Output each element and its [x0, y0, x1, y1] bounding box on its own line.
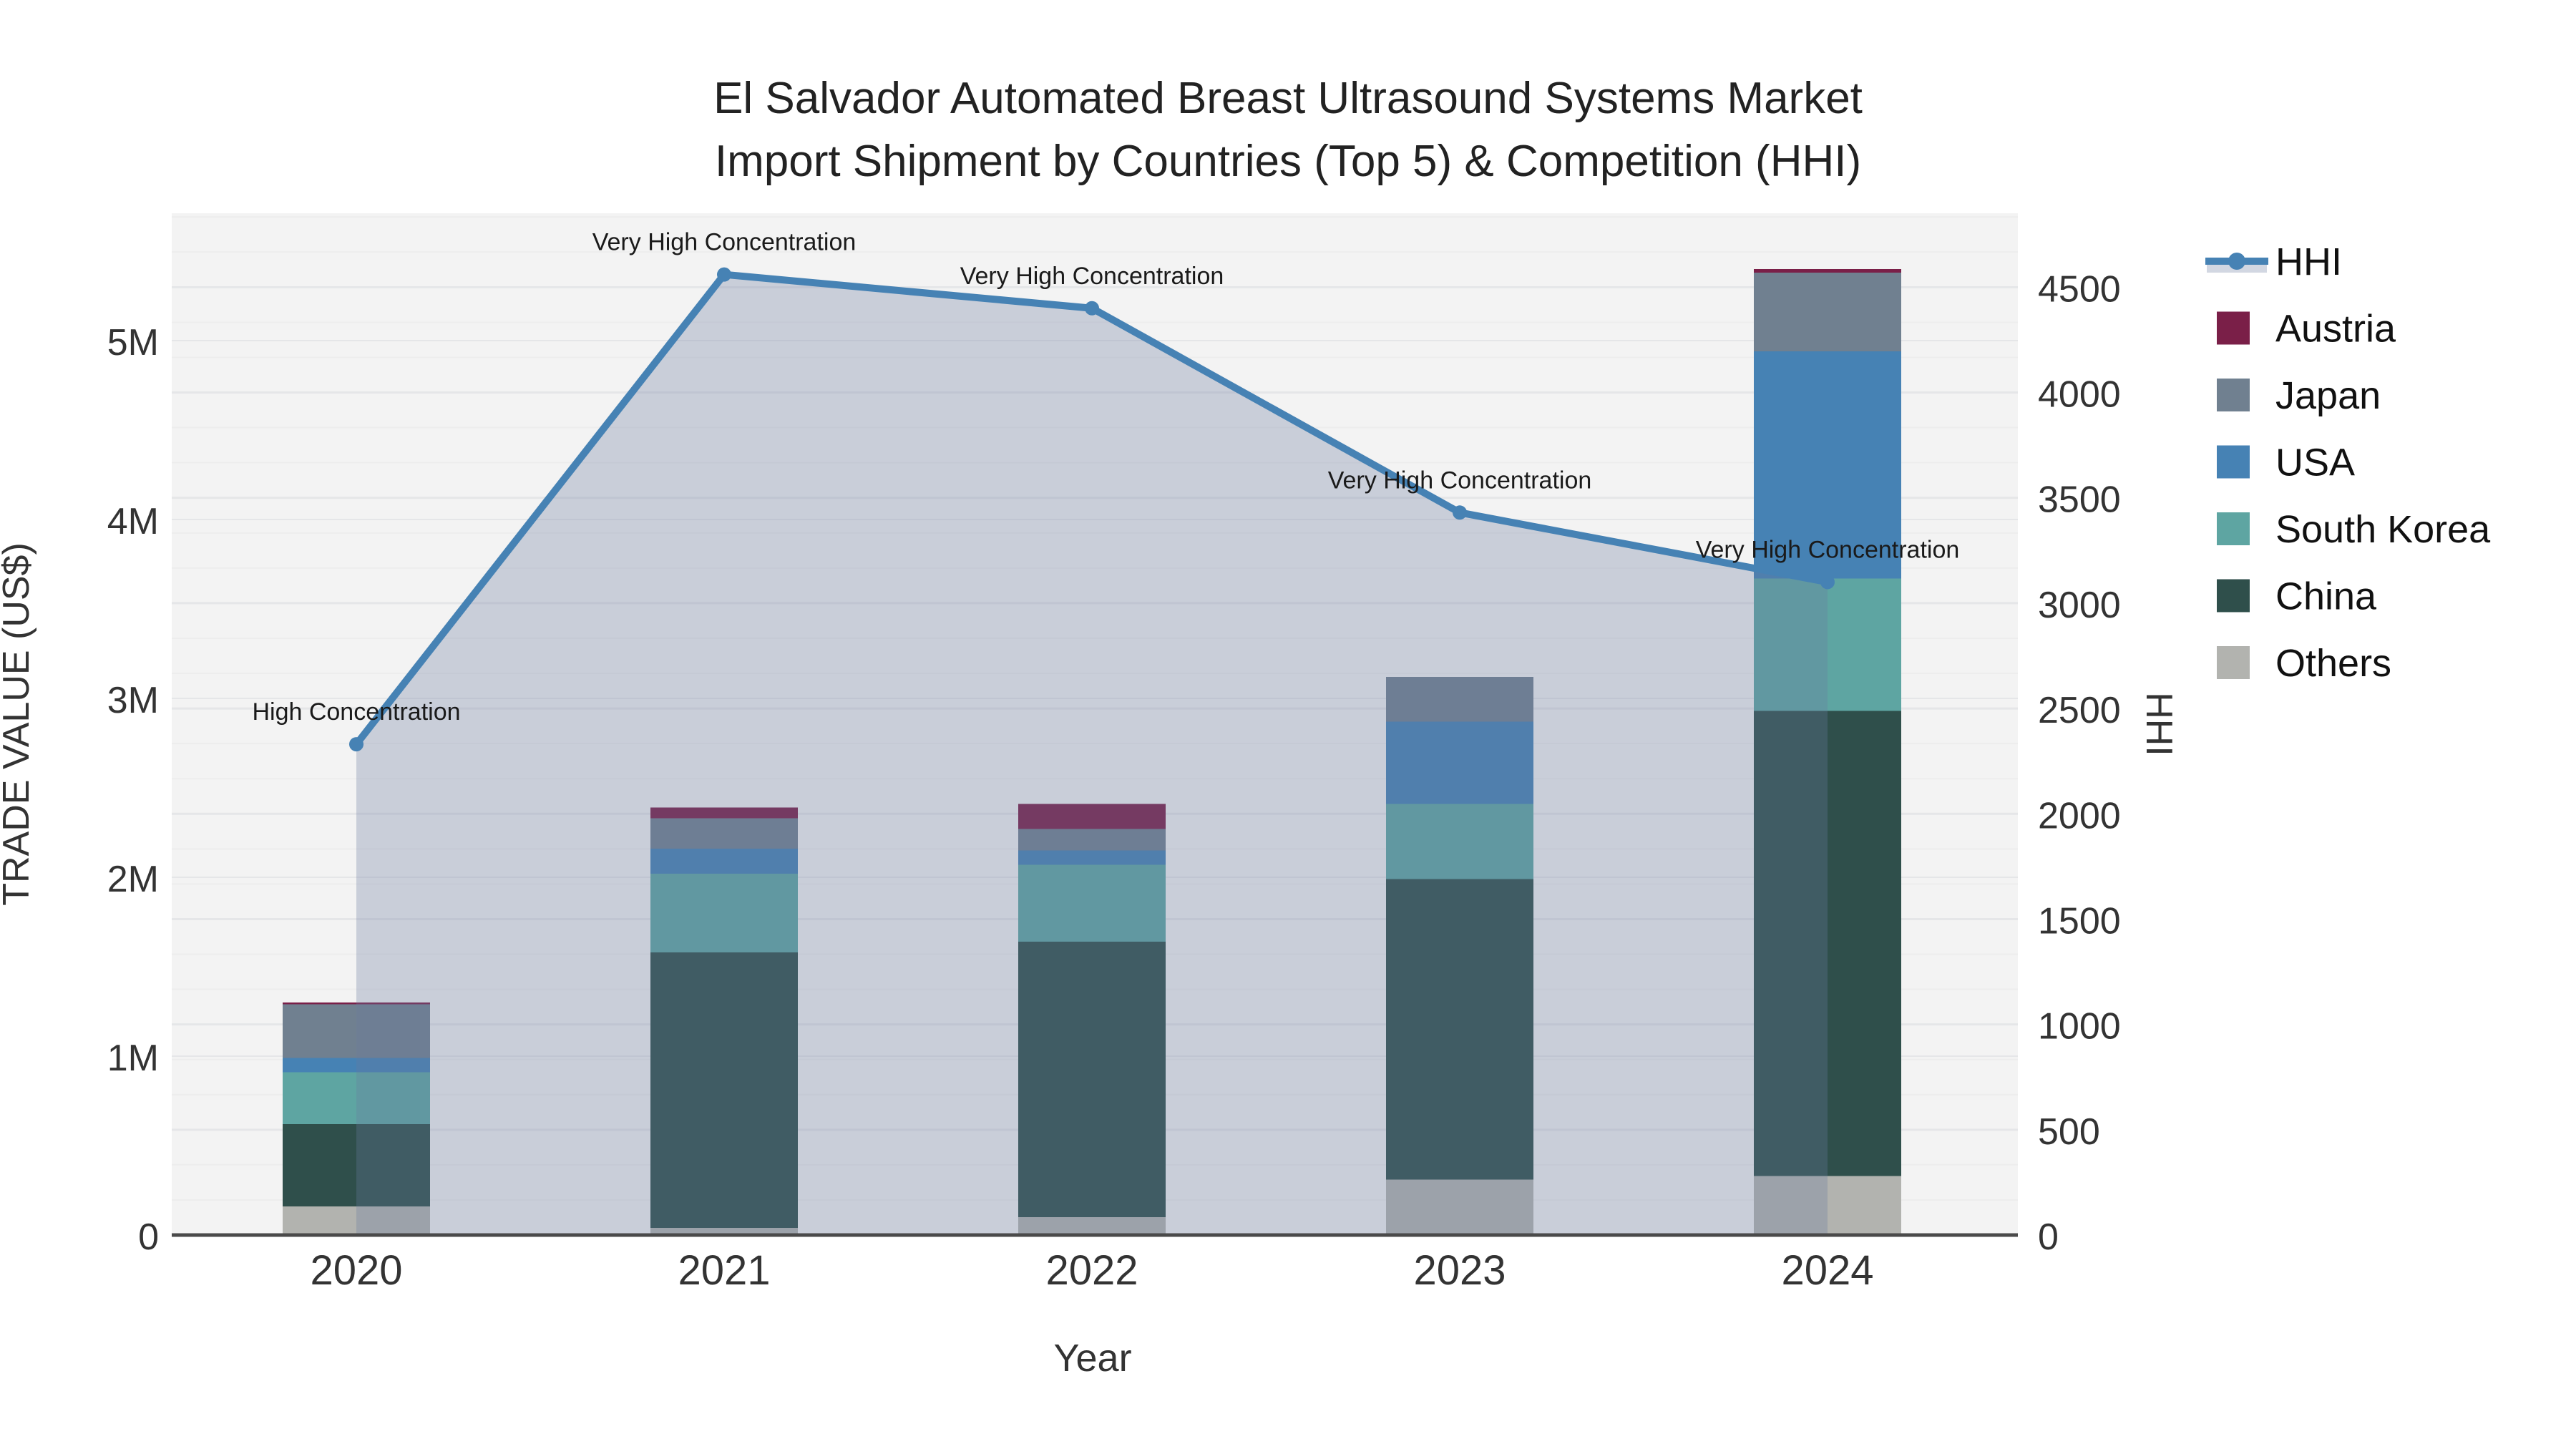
legend-label-south-korea: South Korea	[2275, 508, 2491, 551]
legend-hhi-marker-icon	[2228, 253, 2245, 270]
legend-label-hhi: HHI	[2275, 240, 2342, 283]
legend-item-south-korea[interactable]: South Korea	[2217, 508, 2491, 551]
legend-label-others: Others	[2275, 642, 2391, 685]
left-axis-tick: 3M	[107, 680, 159, 721]
annotation-label-2020: High Concentration	[252, 698, 460, 726]
bar-segment-usa-2024[interactable]	[1754, 351, 1901, 579]
hhi-point-2022[interactable]	[1085, 301, 1099, 316]
right-axis-tick: 2500	[2038, 690, 2121, 731]
left-axis-tick: 4M	[107, 501, 159, 542]
x-axis-tick-2020: 2020	[310, 1247, 402, 1294]
x-axis-tick-2023: 2023	[1413, 1247, 1506, 1294]
x-axis-tick-2021: 2021	[678, 1247, 770, 1294]
annotation-label-2021: Very High Concentration	[592, 229, 857, 256]
legend-label-usa: USA	[2275, 441, 2355, 484]
bar-segment-japan-2022[interactable]	[1018, 829, 1166, 851]
legend-swatch-others	[2217, 646, 2250, 679]
bar-segment-usa-2023[interactable]	[1386, 721, 1533, 804]
bar-segment-others-2021[interactable]	[650, 1228, 798, 1235]
x-axis-tick-2024: 2024	[1781, 1247, 1873, 1294]
legend-swatch-austria	[2217, 311, 2250, 345]
left-axis-tick: 2M	[107, 859, 159, 900]
bar-segment-china-2022[interactable]	[1018, 942, 1166, 1217]
legend: HHI Austria Japan USA South Korea China Others	[2205, 240, 2491, 685]
annotation-label-2023: Very High Concentration	[1328, 467, 1592, 494]
bar-segment-austria-2021[interactable]	[650, 807, 798, 819]
bar-segment-others-2022[interactable]	[1018, 1217, 1166, 1235]
legend-item-japan[interactable]: Japan	[2217, 374, 2381, 417]
bar-series	[283, 269, 1901, 1235]
right-axis-tick: 0	[2038, 1216, 2059, 1258]
bar-segment-usa-2020[interactable]	[283, 1058, 430, 1073]
bar-segment-austria-2024[interactable]	[1754, 269, 1901, 273]
bar-segment-china-2024[interactable]	[1754, 711, 1901, 1176]
right-axis-tick: 3000	[2038, 585, 2121, 626]
bar-segment-others-2024[interactable]	[1754, 1176, 1901, 1236]
legend-label-china: China	[2275, 575, 2377, 618]
annotation-label-2022: Very High Concentration	[960, 263, 1224, 290]
legend-swatch-china	[2217, 579, 2250, 613]
bar-segment-japan-2023[interactable]	[1386, 677, 1533, 722]
left-axis-tick: 1M	[107, 1038, 159, 1079]
bar-segment-japan-2021[interactable]	[650, 818, 798, 849]
legend-item-austria[interactable]: Austria	[2217, 308, 2396, 351]
right-axis-tick: 4500	[2038, 268, 2121, 310]
legend-label-austria: Austria	[2275, 308, 2396, 351]
legend-item-hhi[interactable]: HHI	[2205, 240, 2342, 283]
hhi-point-2023[interactable]	[1453, 505, 1467, 520]
bar-segment-others-2020[interactable]	[283, 1206, 430, 1235]
hhi-point-2020[interactable]	[349, 737, 364, 752]
chart-title-line1: El Salvador Automated Breast Ultrasound …	[713, 74, 1863, 123]
right-axis-tick: 2000	[2038, 795, 2121, 836]
legend-swatch-south-korea	[2217, 512, 2250, 545]
bar-segment-south-korea-2023[interactable]	[1386, 804, 1533, 879]
legend-swatch-usa	[2217, 445, 2250, 479]
bar-segment-austria-2020[interactable]	[283, 1002, 430, 1005]
bar-segment-south-korea-2024[interactable]	[1754, 578, 1901, 711]
left-axis-tick: 0	[138, 1216, 159, 1258]
right-axis-tick: 4000	[2038, 374, 2121, 416]
bar-segment-china-2020[interactable]	[283, 1124, 430, 1206]
bar-segment-usa-2022[interactable]	[1018, 850, 1166, 865]
bar-segment-usa-2021[interactable]	[650, 849, 798, 874]
bar-segment-china-2023[interactable]	[1386, 879, 1533, 1180]
hhi-point-2024[interactable]	[1820, 575, 1835, 590]
legend-item-usa[interactable]: USA	[2217, 441, 2355, 484]
chart-title-line2: Import Shipment by Countries (Top 5) & C…	[715, 137, 1861, 186]
bar-segment-south-korea-2021[interactable]	[650, 874, 798, 952]
right-axis-tick: 500	[2038, 1111, 2100, 1153]
legend-item-others[interactable]: Others	[2217, 642, 2391, 685]
right-axis-tick: 1000	[2038, 1006, 2121, 1048]
legend-item-china[interactable]: China	[2217, 575, 2377, 618]
legend-swatch-japan	[2217, 379, 2250, 411]
right-axis-tick: 1500	[2038, 900, 2121, 942]
right-axis-title: HHI	[2138, 692, 2180, 756]
annotation-label-2024: Very High Concentration	[1696, 536, 1960, 563]
legend-label-japan: Japan	[2275, 374, 2381, 417]
x-axis-title: Year	[1053, 1337, 1131, 1380]
bar-segment-austria-2022[interactable]	[1018, 804, 1166, 829]
bar-segment-japan-2020[interactable]	[283, 1004, 430, 1058]
right-axis-tick: 3500	[2038, 479, 2121, 521]
x-axis-tick-2022: 2022	[1045, 1247, 1138, 1294]
left-axis-title: TRADE VALUE (US$)	[0, 542, 37, 906]
bar-segment-china-2021[interactable]	[650, 952, 798, 1228]
bar-segment-others-2023[interactable]	[1386, 1179, 1533, 1236]
bar-segment-japan-2024[interactable]	[1754, 273, 1901, 351]
bar-segment-south-korea-2022[interactable]	[1018, 864, 1166, 942]
bar-segment-south-korea-2020[interactable]	[283, 1072, 430, 1125]
left-axis-tick: 5M	[107, 322, 159, 364]
hhi-point-2021[interactable]	[717, 267, 731, 282]
